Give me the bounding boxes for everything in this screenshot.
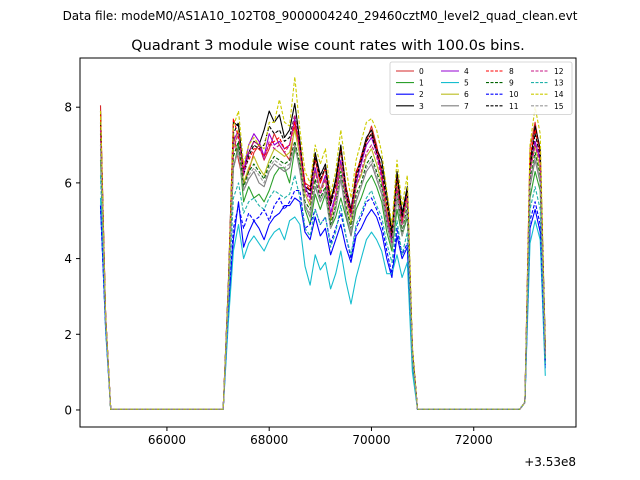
y-tick-label: 2 (64, 328, 72, 342)
figure-suptitle: Data file: modeM0/AS1A10_102T08_90000042… (63, 9, 578, 23)
legend-label-13: 13 (554, 79, 564, 88)
series-line-4 (99, 118, 546, 410)
legend-label-1: 1 (419, 79, 424, 88)
series-line-15 (99, 144, 546, 410)
x-tick-label: 72000 (455, 433, 493, 447)
legend-label-3: 3 (419, 102, 424, 111)
y-tick-label: 8 (64, 101, 72, 115)
series-line-11 (99, 114, 546, 410)
legend-label-7: 7 (464, 102, 469, 111)
series-line-6 (99, 118, 546, 410)
series-line-3 (99, 102, 546, 410)
series-line-14 (99, 76, 546, 410)
legend-label-15: 15 (554, 102, 564, 111)
legend-label-0: 0 (419, 67, 424, 76)
y-tick-label: 0 (64, 403, 72, 417)
legend-label-5: 5 (464, 79, 469, 88)
y-tick-label: 6 (64, 176, 72, 190)
legend-label-12: 12 (554, 67, 564, 76)
x-tick-label: 70000 (352, 433, 390, 447)
legend-label-11: 11 (509, 102, 519, 111)
series-line-13 (99, 174, 546, 410)
legend-label-8: 8 (509, 67, 514, 76)
legend-label-14: 14 (554, 90, 564, 99)
legend-label-4: 4 (464, 67, 469, 76)
legend-label-6: 6 (464, 90, 469, 99)
series-line-12 (99, 114, 546, 410)
x-tick-label: 66000 (148, 433, 186, 447)
x-tick-label: 68000 (250, 433, 288, 447)
legend-frame (389, 61, 573, 115)
series-line-2 (99, 197, 546, 410)
legend-label-10: 10 (509, 90, 519, 99)
series-line-0 (99, 105, 546, 410)
series-line-10 (99, 189, 546, 410)
series-line-5 (99, 197, 546, 410)
plot-frame (79, 57, 577, 428)
series-line-8 (99, 114, 546, 410)
legend-label-9: 9 (509, 79, 514, 88)
axes-layer: 66000 68000 70000 72000 0 2 4 6 8 (64, 101, 492, 447)
x-offset-label: +3.53e8 (524, 455, 576, 469)
chart-title: Quadrant 3 module wise count rates with … (131, 38, 525, 54)
legend-label-2: 2 (419, 90, 424, 99)
y-tick-label: 4 (64, 252, 72, 266)
series-layer (99, 76, 546, 410)
